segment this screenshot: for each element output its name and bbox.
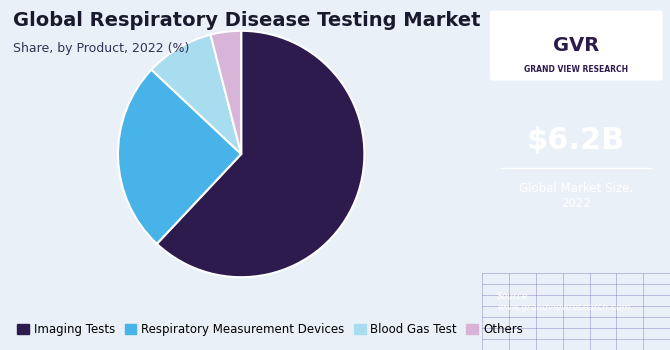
Text: GRAND VIEW RESEARCH: GRAND VIEW RESEARCH xyxy=(524,65,628,75)
Text: GVR: GVR xyxy=(553,36,600,55)
Wedge shape xyxy=(151,35,241,154)
Text: Global Respiratory Disease Testing Market: Global Respiratory Disease Testing Marke… xyxy=(13,10,481,29)
Text: Global Market Size,
2022: Global Market Size, 2022 xyxy=(519,182,633,210)
Wedge shape xyxy=(157,31,364,277)
Wedge shape xyxy=(118,70,241,244)
Text: $6.2B: $6.2B xyxy=(527,126,625,154)
Wedge shape xyxy=(210,31,241,154)
Text: Share, by Product, 2022 (%): Share, by Product, 2022 (%) xyxy=(13,42,190,55)
Legend: Imaging Tests, Respiratory Measurement Devices, Blood Gas Test, Others: Imaging Tests, Respiratory Measurement D… xyxy=(13,318,527,341)
Text: Source:
www.grandviewresearch.com: Source: www.grandviewresearch.com xyxy=(497,292,630,312)
FancyBboxPatch shape xyxy=(490,10,663,80)
